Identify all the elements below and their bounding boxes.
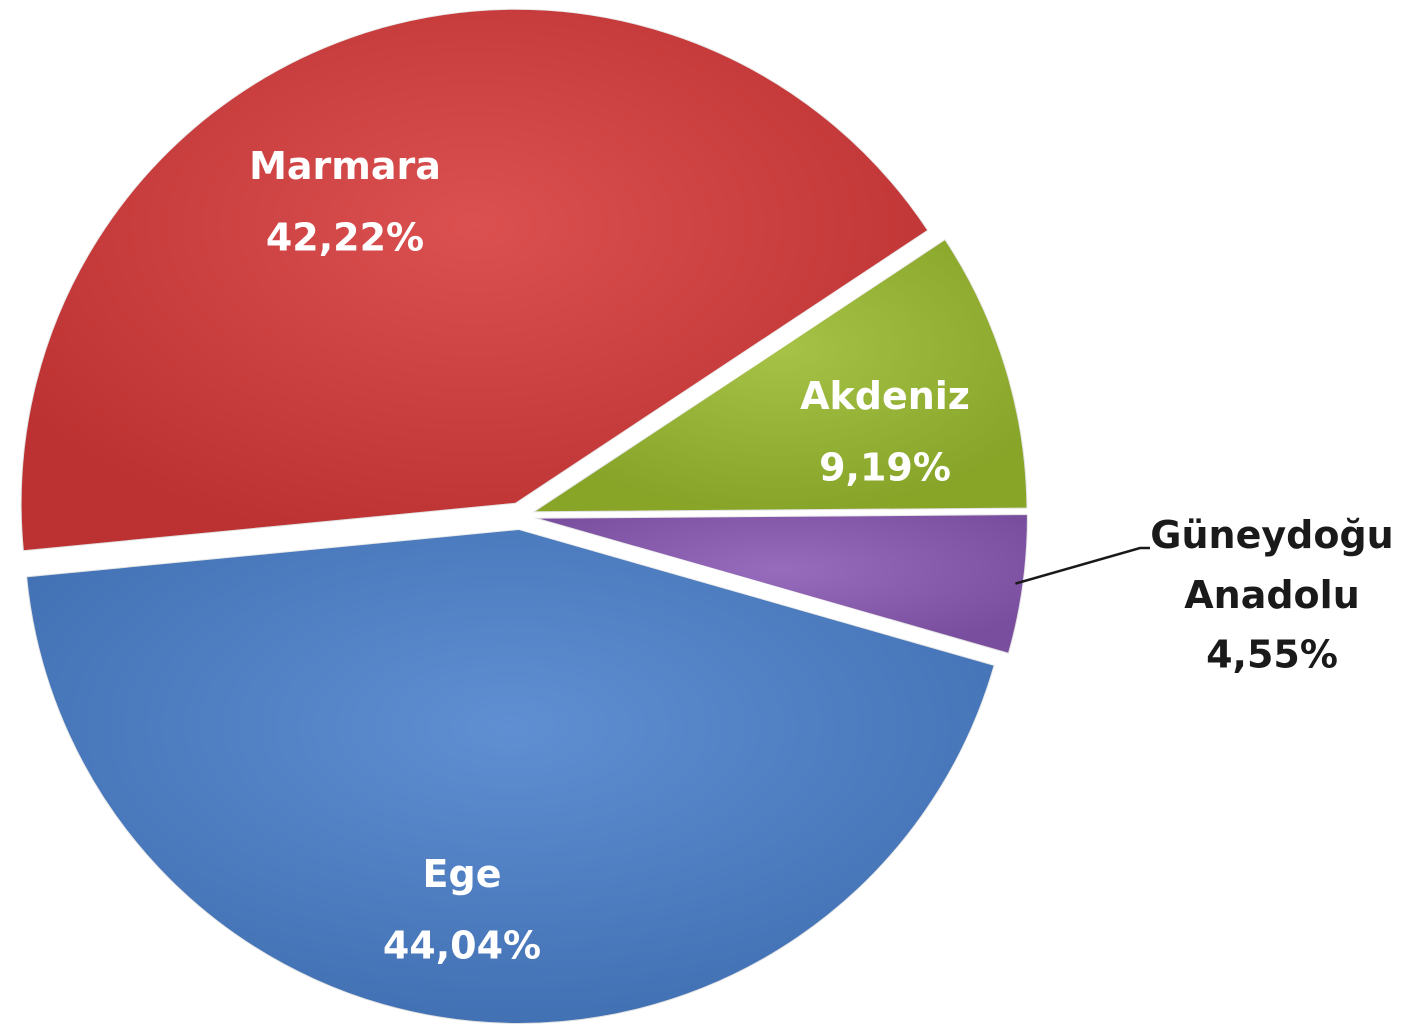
leader-line (1015, 546, 1150, 585)
slice-label: Güneydoğu Anadolu (1150, 513, 1393, 617)
category-label: Güneydoğu (1150, 513, 1393, 557)
category-label: Akdeniz (800, 374, 970, 418)
slice-shading (532, 514, 1028, 654)
slice-label: Akdeniz (800, 374, 970, 418)
slice-shading (26, 528, 995, 1024)
value-label: 44,04% (383, 924, 541, 968)
category-label: Marmara (249, 144, 441, 188)
slice-label: Marmara (249, 144, 441, 188)
category-label: Anadolu (1184, 573, 1360, 617)
value-label: 4,55% (1206, 633, 1338, 677)
slice-shading (20, 8, 929, 552)
value-label: 9,19% (819, 446, 951, 490)
value-label: 42,22% (266, 216, 424, 260)
slice-label: Ege (423, 852, 502, 896)
slice-shading (532, 238, 1028, 513)
category-label: Ege (423, 852, 502, 896)
